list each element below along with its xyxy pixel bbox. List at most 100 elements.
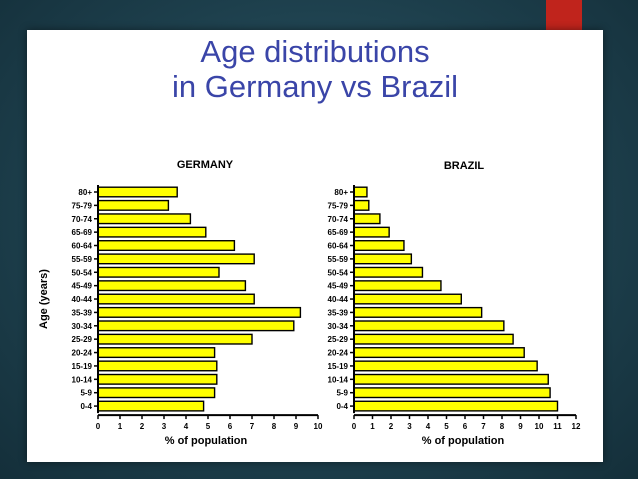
brazil-y-tick-label-55-59: 55-59 <box>328 255 349 264</box>
germany-y-tick-label-60-64: 60-64 <box>72 242 93 251</box>
brazil-y-tick-label-0-4: 0-4 <box>336 402 348 411</box>
brazil-x-axis-label: % of population <box>422 435 505 447</box>
germany-bar-75-79 <box>97 199 170 211</box>
brazil-bar-75-79 <box>353 199 370 211</box>
germany-bar-30-34 <box>97 320 295 332</box>
germany-y-tick-label-15-19: 15-19 <box>72 362 93 371</box>
germany-bar-35-39 <box>97 306 302 318</box>
brazil-bar-35-39 <box>353 306 483 318</box>
germany-y-tick-label-45-49: 45-49 <box>72 282 93 291</box>
brazil-chart-title: BRAZIL <box>444 160 485 172</box>
germany-y-tick-label-35-39: 35-39 <box>72 308 93 317</box>
brazil-bar-20-24 <box>353 347 525 359</box>
germany-y-tick-label-65-69: 65-69 <box>72 228 93 237</box>
brazil-bar-55-59 <box>353 253 413 265</box>
brazil-bar-45-49 <box>353 280 442 292</box>
brazil-x-tick-label-7: 7 <box>481 422 486 431</box>
germany-x-tick-label-9: 9 <box>294 422 299 431</box>
slide: Age distributions in Germany vs Brazil G… <box>27 30 603 462</box>
brazil-x-tick-label-2: 2 <box>389 422 394 431</box>
germany-x-tick-label-2: 2 <box>140 422 145 431</box>
brazil-x-tick-label-3: 3 <box>407 422 412 431</box>
brazil-y-tick-label-15-19: 15-19 <box>328 362 349 371</box>
brazil-x-tick-label-8: 8 <box>500 422 505 431</box>
germany-bar-10-14 <box>97 373 218 385</box>
germany-y-tick-label-20-24: 20-24 <box>72 349 93 358</box>
germany-bar-70-74 <box>97 213 192 225</box>
germany-bar-40-44 <box>97 293 255 305</box>
germany-bar-50-54 <box>97 266 220 278</box>
germany-x-tick-label-3: 3 <box>162 422 167 431</box>
brazil-bar-40-44 <box>353 293 463 305</box>
brazil-y-tick-label-40-44: 40-44 <box>328 295 349 304</box>
slide-title: Age distributions in Germany vs Brazil <box>27 34 603 104</box>
germany-x-axis-label: % of population <box>165 435 248 447</box>
brazil-bar-65-69 <box>353 226 390 238</box>
brazil-y-tick-label-75-79: 75-79 <box>328 201 349 210</box>
brazil-y-tick-label-30-34: 30-34 <box>328 322 349 331</box>
brazil-x-tick-label-12: 12 <box>572 422 581 431</box>
brazil-y-tick-label-25-29: 25-29 <box>328 335 349 344</box>
germany-bar-55-59 <box>97 253 255 265</box>
brazil-y-tick-label-50-54: 50-54 <box>328 268 349 277</box>
brazil-y-tick-label-70-74: 70-74 <box>328 215 349 224</box>
brazil-y-tick-label-60-64: 60-64 <box>328 242 349 251</box>
germany-y-tick-label-10-14: 10-14 <box>72 375 93 384</box>
brazil-x-tick-label-11: 11 <box>553 422 562 431</box>
brazil-y-tick-label-80+: 80+ <box>334 188 348 197</box>
germany-y-tick-label-50-54: 50-54 <box>72 268 93 277</box>
germany-x-tick-label-0: 0 <box>96 422 101 431</box>
brazil-x-tick-label-4: 4 <box>426 422 431 431</box>
brazil-y-tick-label-20-24: 20-24 <box>328 349 349 358</box>
germany-y-tick-label-5-9: 5-9 <box>80 389 92 398</box>
red-accent-bar <box>546 0 582 30</box>
germany-bar-20-24 <box>97 347 216 359</box>
germany-x-tick-label-1: 1 <box>118 422 123 431</box>
germany-x-tick-label-8: 8 <box>272 422 277 431</box>
brazil-bar-80+ <box>353 186 368 198</box>
germany-bar-5-9 <box>97 387 216 399</box>
brazil-bar-30-34 <box>353 320 505 332</box>
germany-x-tick-label-10: 10 <box>314 422 323 431</box>
germany-y-axis-label: Age (years) <box>38 269 50 329</box>
germany-bar-45-49 <box>97 280 247 292</box>
germany-bar-15-19 <box>97 360 218 372</box>
germany-x-tick-label-4: 4 <box>184 422 189 431</box>
germany-y-tick-label-75-79: 75-79 <box>72 201 93 210</box>
germany-y-tick-label-30-34: 30-34 <box>72 322 93 331</box>
brazil-bar-70-74 <box>353 213 381 225</box>
brazil-y-tick-label-65-69: 65-69 <box>328 228 349 237</box>
brazil-x-tick-label-10: 10 <box>535 422 544 431</box>
germany-y-tick-label-25-29: 25-29 <box>72 335 93 344</box>
brazil-bar-25-29 <box>353 333 514 345</box>
germany-y-tick-label-0-4: 0-4 <box>80 402 92 411</box>
germany-bar-60-64 <box>97 240 236 252</box>
germany-y-tick-label-40-44: 40-44 <box>72 295 93 304</box>
brazil-x-tick-label-5: 5 <box>444 422 449 431</box>
germany-bar-25-29 <box>97 333 253 345</box>
germany-x-tick-label-7: 7 <box>250 422 255 431</box>
brazil-x-tick-label-9: 9 <box>518 422 523 431</box>
germany-x-tick-label-5: 5 <box>206 422 211 431</box>
germany-y-tick-label-70-74: 70-74 <box>72 215 93 224</box>
brazil-bar-60-64 <box>353 240 405 252</box>
germany-y-tick-label-55-59: 55-59 <box>72 255 93 264</box>
germany-bar-80+ <box>97 186 178 198</box>
germany-bar-65-69 <box>97 226 207 238</box>
charts-canvas: GERMANY 80+ 75-79 70-74 65-69 60-64 55-59 50-54… <box>38 159 581 447</box>
brazil-bar-15-19 <box>353 360 538 372</box>
title-line-2: in Germany vs Brazil <box>172 69 458 104</box>
brazil-y-tick-label-35-39: 35-39 <box>328 308 349 317</box>
brazil-bar-0-4 <box>353 400 559 412</box>
brazil-bar-10-14 <box>353 373 549 385</box>
brazil-bar-5-9 <box>353 387 551 399</box>
brazil-y-tick-label-10-14: 10-14 <box>328 375 349 384</box>
brazil-x-tick-label-1: 1 <box>370 422 375 431</box>
brazil-x-tick-label-0: 0 <box>352 422 357 431</box>
brazil-x-tick-label-6: 6 <box>463 422 468 431</box>
germany-x-tick-label-6: 6 <box>228 422 233 431</box>
brazil-bar-50-54 <box>353 266 424 278</box>
title-line-1: Age distributions <box>200 34 430 69</box>
germany-y-tick-label-80+: 80+ <box>78 188 92 197</box>
brazil-y-tick-label-5-9: 5-9 <box>336 389 348 398</box>
